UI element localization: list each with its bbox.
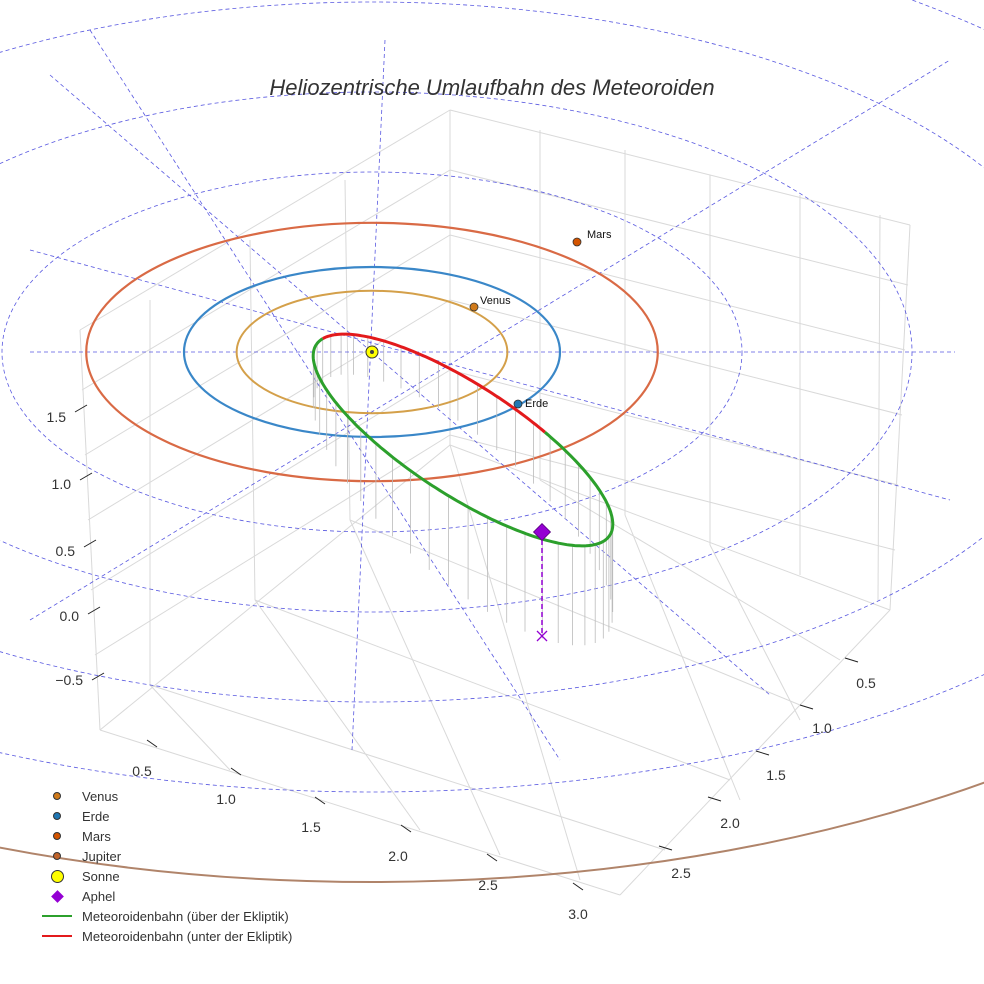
venus-orbit bbox=[235, 289, 509, 415]
orbit-drop-lines bbox=[312, 334, 614, 646]
z-tick-label: 1.5 bbox=[47, 409, 67, 425]
ecliptic-diag-2 bbox=[29, 59, 951, 621]
earth-label: Erde bbox=[525, 398, 548, 410]
legend-item-earth: Erde bbox=[40, 806, 292, 826]
legend-item-venus: Venus bbox=[40, 786, 292, 806]
legend-earth-marker bbox=[53, 812, 61, 820]
y-tick-label: 1.5 bbox=[766, 767, 786, 783]
pane-edge-top-right bbox=[449, 109, 911, 226]
axes-grid bbox=[79, 109, 911, 896]
legend-item-mars: Mars bbox=[40, 826, 292, 846]
legend-item-aphel: Aphel bbox=[40, 886, 292, 906]
legend-orbit-above-line bbox=[42, 915, 72, 917]
legend-jupiter-marker bbox=[53, 852, 61, 860]
legend-label: Meteoroidenbahn (unter der Ekliptik) bbox=[82, 928, 293, 944]
pane-edge-right bbox=[889, 224, 911, 611]
floor-edge-front-left bbox=[99, 729, 621, 896]
mars-label: Mars bbox=[587, 229, 612, 241]
legend-label: Sonne bbox=[82, 868, 120, 884]
ecliptic-diag-3 bbox=[29, 249, 951, 501]
x-axis bbox=[146, 739, 584, 891]
legend-label: Venus bbox=[82, 788, 119, 804]
pane-edge-top-left bbox=[79, 109, 451, 331]
y-tick-label: 2.0 bbox=[720, 815, 740, 831]
z-tick-label: 0.0 bbox=[60, 608, 80, 624]
z-tick-label: 1.0 bbox=[52, 476, 72, 492]
y-tick-label: 2.5 bbox=[671, 865, 691, 881]
mars-marker bbox=[572, 237, 582, 247]
legend-item-orbit-below: Meteoroidenbahn (unter der Ekliptik) bbox=[40, 926, 292, 946]
earth-marker bbox=[513, 399, 523, 409]
earth-orbit bbox=[182, 265, 562, 439]
legend-sun-marker bbox=[50, 869, 64, 883]
meteoroid-orbit-above bbox=[311, 337, 615, 548]
x-tick-label: 1.0 bbox=[216, 791, 236, 807]
legend-label: Erde bbox=[82, 808, 110, 824]
legend-aphel-marker bbox=[50, 889, 64, 903]
z-axis bbox=[74, 404, 105, 681]
legend-mars-marker bbox=[53, 832, 61, 840]
z-tick-label: −0.5 bbox=[55, 672, 83, 688]
x-tick-label: 2.0 bbox=[388, 848, 408, 864]
legend-label: Meteoroidenbahn (über der Ekliptik) bbox=[82, 908, 289, 924]
y-axis bbox=[658, 657, 859, 851]
jupiter-orbit bbox=[0, 781, 984, 883]
meteoroid-orbit-below bbox=[322, 332, 546, 434]
legend-item-sun: Sonne bbox=[40, 866, 292, 886]
legend-label: Mars bbox=[82, 828, 111, 844]
floor-edge-front-right bbox=[619, 609, 891, 896]
mars-orbit bbox=[85, 221, 659, 483]
aphel-projection-marker bbox=[536, 630, 548, 642]
x-tick-label: 1.5 bbox=[301, 819, 321, 835]
legend-venus-marker bbox=[53, 792, 61, 800]
y-tick-label: 0.5 bbox=[856, 675, 876, 691]
ecliptic-diag-4 bbox=[89, 29, 561, 761]
x-tick-label: 3.0 bbox=[568, 906, 588, 922]
ecliptic-grid bbox=[0, 0, 984, 793]
aphel-marker bbox=[532, 522, 552, 542]
pane-edge-left bbox=[79, 329, 101, 731]
legend-item-jupiter: Jupiter bbox=[40, 846, 292, 866]
floor-edge-left bbox=[99, 444, 451, 731]
z-tick-label: 0.5 bbox=[56, 543, 76, 559]
floor-edge-right bbox=[449, 444, 891, 611]
legend-label: Jupiter bbox=[82, 848, 122, 864]
x-tick-label: 2.5 bbox=[478, 877, 498, 893]
legend-label: Aphel bbox=[82, 888, 116, 904]
y-tick-label: 1.0 bbox=[812, 720, 832, 736]
chart-title: Heliozentrische Umlaufbahn des Meteoroid… bbox=[269, 75, 714, 100]
legend-item-orbit-above: Meteoroidenbahn (über der Ekliptik) bbox=[40, 906, 292, 926]
venus-label: Venus bbox=[480, 295, 511, 307]
ecliptic-ring-1 bbox=[1, 171, 743, 533]
venus-marker bbox=[469, 302, 479, 312]
legend-orbit-below-line bbox=[42, 935, 72, 937]
legend: Venus Erde Mars Jupiter Sonne Aphel Mete… bbox=[40, 786, 292, 946]
x-tick-label: 0.5 bbox=[132, 763, 152, 779]
ecliptic-diag-1 bbox=[49, 74, 771, 696]
sun-center bbox=[370, 350, 374, 354]
